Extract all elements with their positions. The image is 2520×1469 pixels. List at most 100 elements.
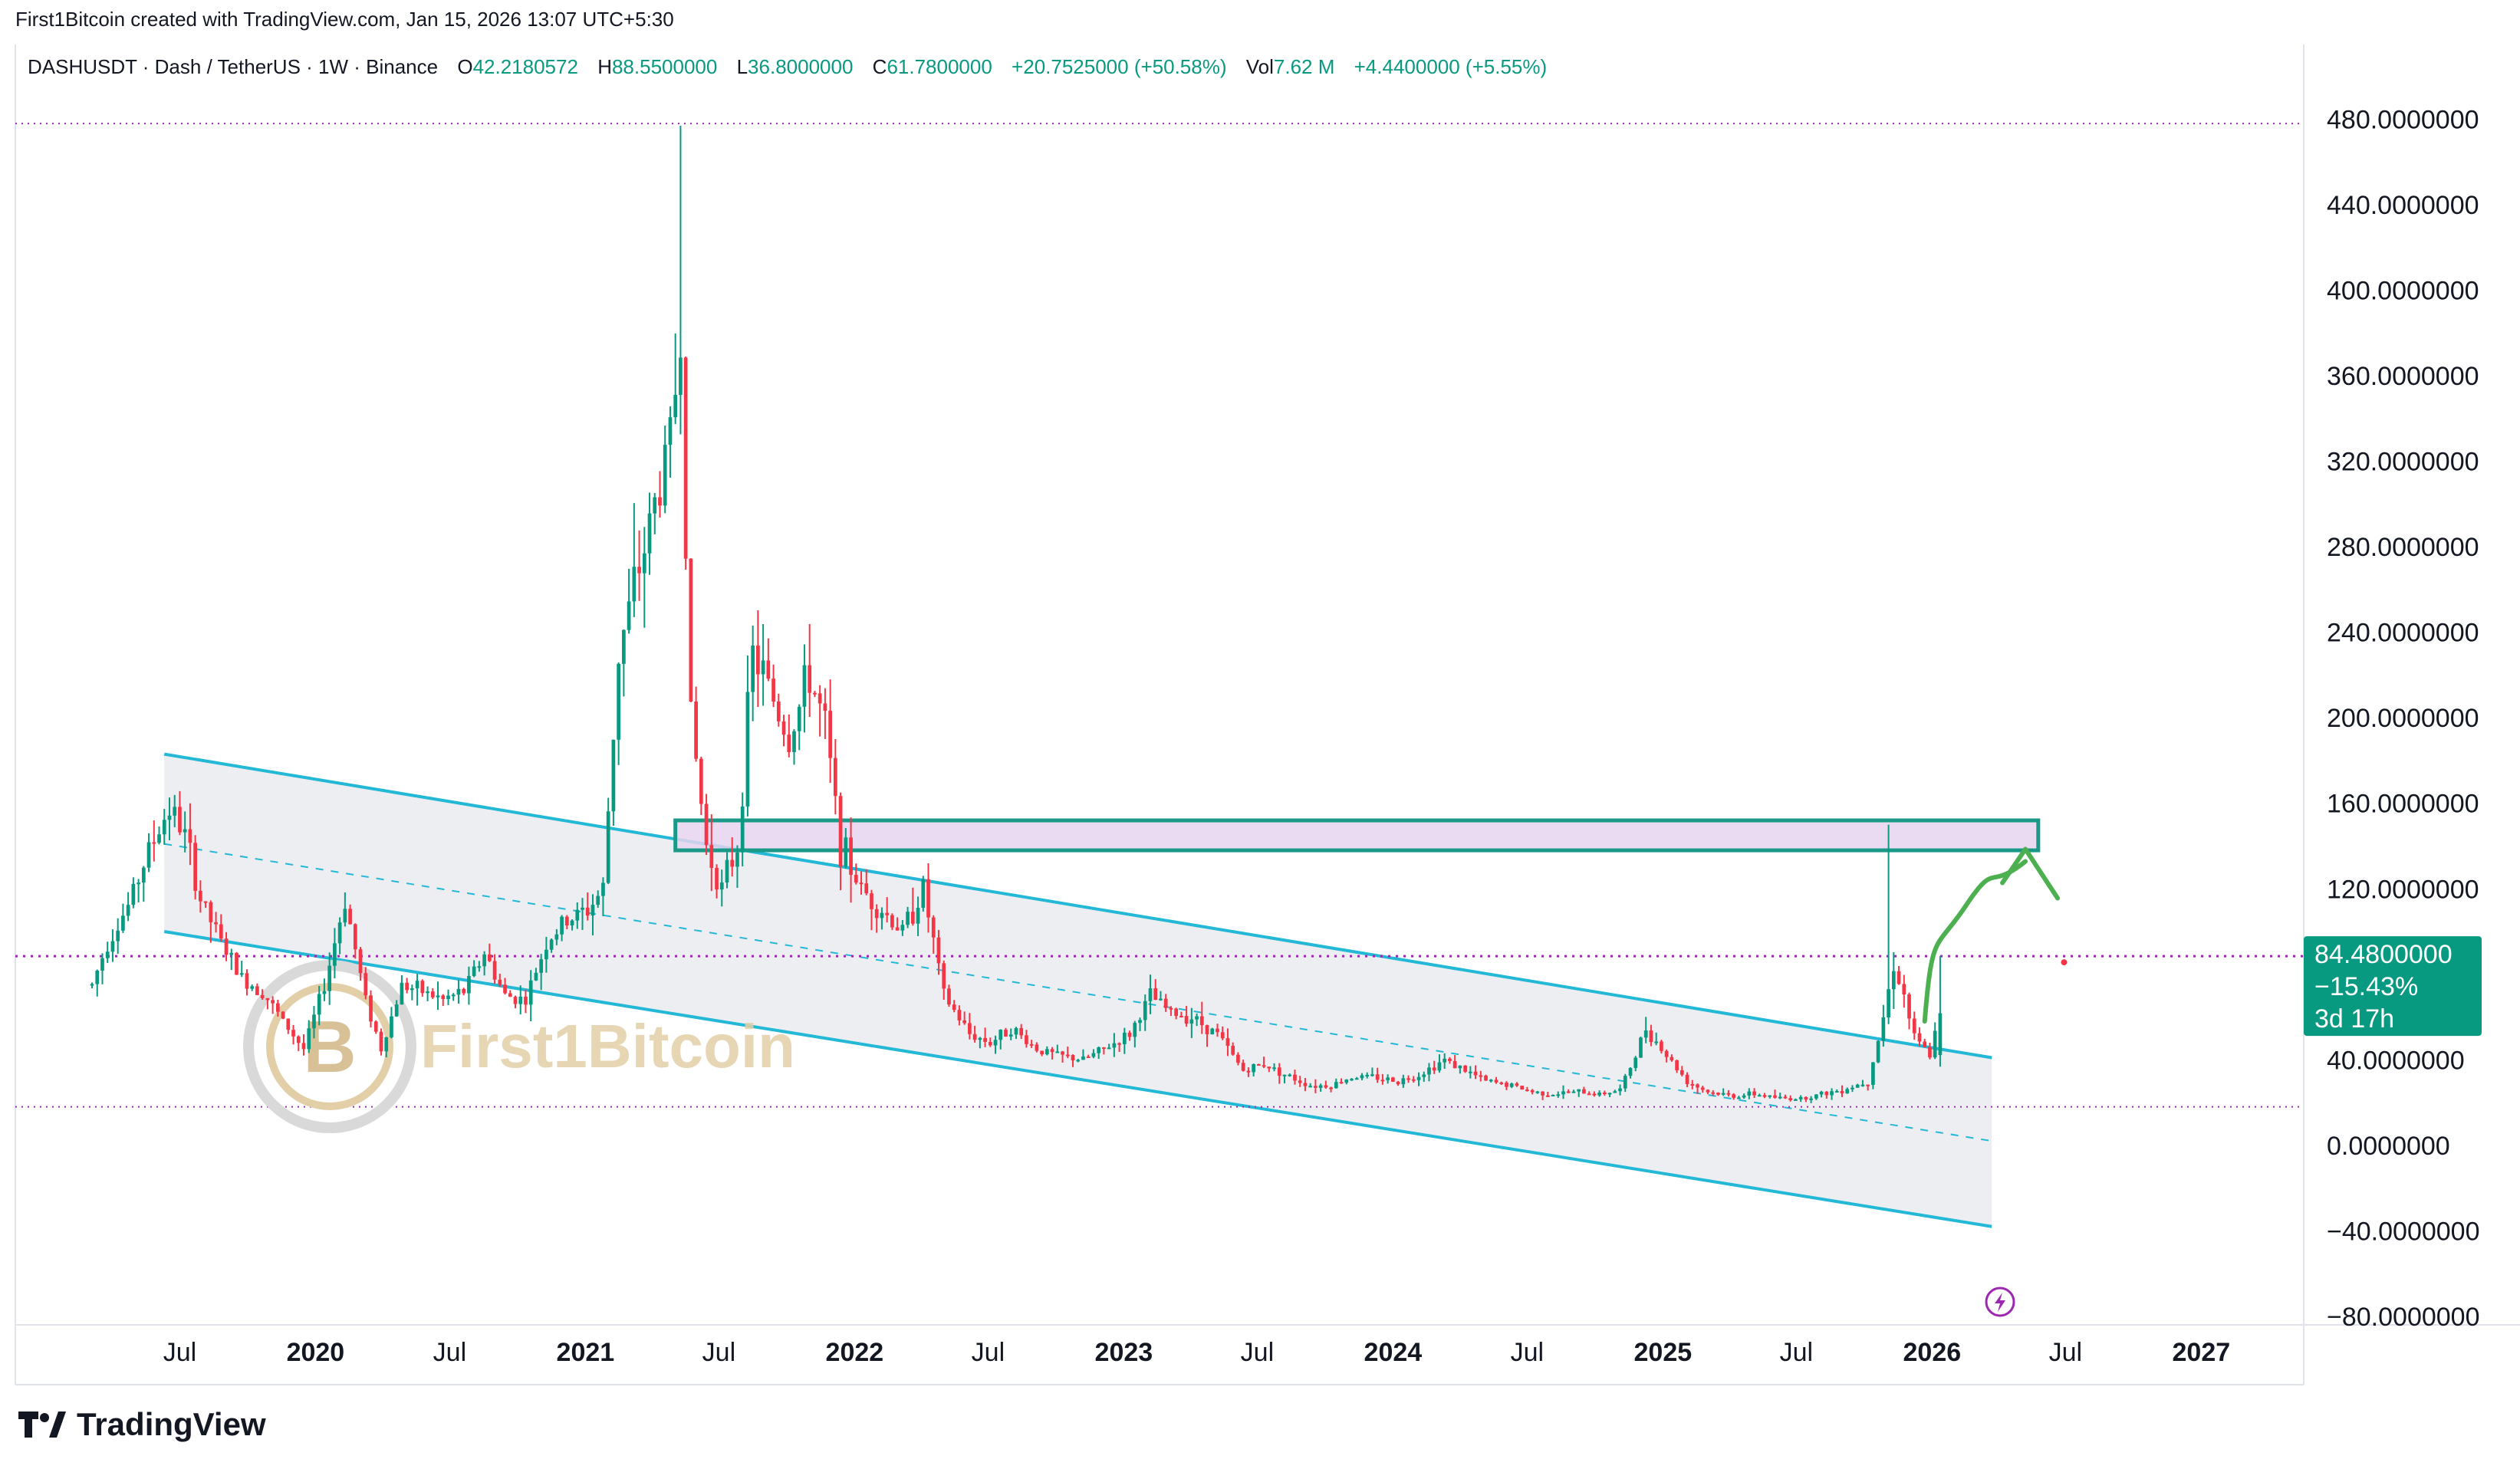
candle-body	[1732, 1094, 1736, 1098]
projection-curve[interactable]	[1922, 859, 2028, 1024]
projection-arrowhead[interactable]	[2000, 846, 2061, 901]
candle-body	[1401, 1078, 1406, 1085]
candle-body	[818, 693, 822, 704]
candle-body	[203, 901, 208, 903]
candle-body	[1773, 1095, 1777, 1098]
candle-body	[1288, 1074, 1292, 1076]
candle-body	[1834, 1091, 1839, 1093]
candle-body	[487, 954, 492, 961]
candle-body	[121, 915, 125, 931]
candle-body	[885, 912, 890, 915]
y-tick-label: 200.0000000	[2327, 704, 2479, 733]
candle-body	[554, 934, 559, 940]
candle-body	[1112, 1043, 1117, 1048]
candle-body	[1169, 1007, 1173, 1010]
candle-body	[1025, 1035, 1028, 1044]
candle-body	[1928, 1047, 1932, 1058]
candle-body	[214, 922, 218, 925]
candle-body	[322, 991, 327, 994]
candle-body	[1117, 1043, 1121, 1045]
candle-body	[761, 660, 765, 675]
candle-body	[709, 845, 714, 868]
candle-body	[100, 958, 104, 971]
candle-body	[792, 731, 796, 752]
volume-label: Vol	[1245, 55, 1274, 78]
candle-body	[271, 1000, 275, 1004]
candle-body	[931, 917, 936, 938]
x-tick-label: 2026	[1903, 1338, 1962, 1367]
candle-body	[245, 973, 249, 989]
candle-body	[1700, 1087, 1705, 1090]
candle-body	[307, 1028, 311, 1050]
alert-marker[interactable]	[2061, 959, 2068, 966]
resistance-zone[interactable]	[673, 818, 2041, 853]
candle-body	[1463, 1065, 1467, 1072]
candle-body	[1794, 1099, 1798, 1101]
candle-body	[183, 829, 187, 833]
candle-body	[1505, 1083, 1508, 1087]
resistance-zone-box[interactable]	[673, 818, 2041, 853]
candle-body	[1535, 1091, 1540, 1093]
candle-body	[998, 1030, 1003, 1040]
candle-body	[539, 959, 544, 973]
candle-body	[1628, 1067, 1633, 1076]
candle-body	[1577, 1089, 1581, 1092]
channel-mid-line[interactable]	[164, 843, 1992, 1142]
candle-body	[1891, 971, 1896, 990]
candle-body	[575, 909, 580, 921]
candle-body	[1339, 1082, 1344, 1084]
y-tick-label: 160.0000000	[2327, 790, 2479, 819]
candle-body	[1778, 1096, 1782, 1099]
candle-body	[1189, 1019, 1194, 1024]
candle-body	[1582, 1089, 1586, 1094]
price-axis[interactable]: 480.0000000 440.0000000 400.0000000 360.000…	[2327, 106, 2479, 1332]
candle-body	[369, 995, 373, 1022]
candle-body	[1081, 1056, 1085, 1060]
projection-arrow[interactable]	[1922, 846, 2061, 1024]
candle-body	[1102, 1047, 1106, 1050]
candle-body	[394, 1004, 399, 1017]
candle-body	[410, 988, 414, 991]
candle-body	[859, 882, 864, 885]
candle-body	[993, 1040, 998, 1046]
low-label: L	[736, 55, 748, 78]
candle-body	[296, 1036, 301, 1043]
candle-body	[1370, 1074, 1374, 1076]
horizontal-lines[interactable]	[15, 123, 2304, 1108]
candle-body	[162, 820, 166, 835]
candle-body	[415, 981, 419, 989]
candle-body	[1354, 1078, 1359, 1080]
x-tick-label: Jul	[163, 1338, 196, 1367]
candle-body	[679, 357, 683, 396]
candle-body	[1391, 1077, 1395, 1082]
candle-body	[472, 966, 476, 976]
candle-body	[689, 558, 693, 702]
candle-body	[95, 970, 100, 984]
candle-body	[1138, 1020, 1142, 1024]
candle-body	[1545, 1095, 1550, 1097]
channel-upper-line[interactable]	[163, 752, 1992, 1060]
candle-body	[627, 601, 631, 630]
candle-body	[1530, 1089, 1535, 1093]
tradingview-brand-text: TradingView	[77, 1406, 266, 1442]
candle-body	[1747, 1091, 1752, 1096]
time-axis[interactable]: Jul 2020 Jul 2021 Jul 2022 Jul 2023 Jul 2024 Jul 20…	[163, 1338, 2230, 1367]
candle-body	[1783, 1096, 1788, 1099]
candle-body	[1515, 1083, 1519, 1086]
candle-body	[972, 1034, 977, 1040]
candle-body	[1479, 1075, 1483, 1077]
candle-body	[1633, 1057, 1638, 1068]
candle-body	[1726, 1093, 1731, 1095]
symbol-label[interactable]: DASHUSDT · Dash / TetherUS · 1W · Binanc…	[28, 55, 439, 78]
candle-body	[348, 909, 352, 925]
tradingview-brand[interactable]: TradingView	[18, 1406, 266, 1443]
candle-body	[564, 916, 569, 926]
candle-body	[1252, 1064, 1255, 1073]
lightning-icon[interactable]	[1985, 1287, 2015, 1317]
candle-body	[219, 924, 223, 939]
candle-body	[1902, 984, 1906, 994]
candle-body	[1380, 1080, 1385, 1082]
candle-body	[787, 734, 791, 752]
candle-body	[581, 907, 584, 910]
